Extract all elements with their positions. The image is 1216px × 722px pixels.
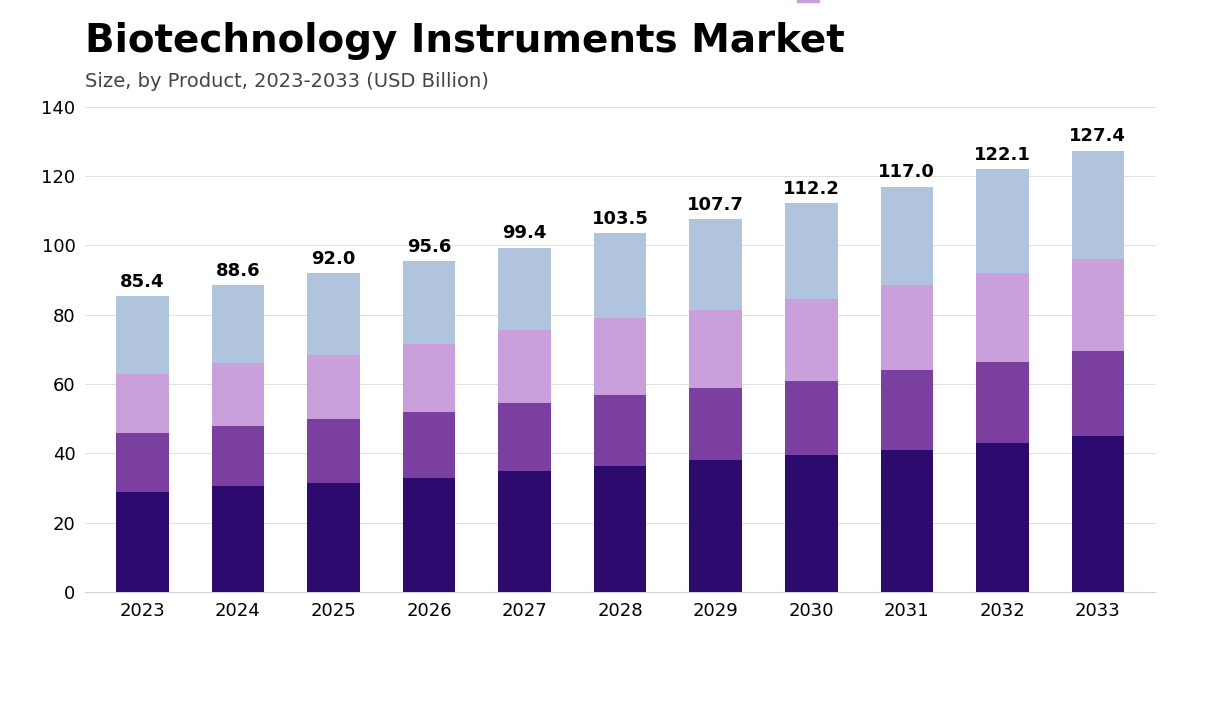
- Bar: [880, 450, 933, 592]
- Bar: [117, 492, 169, 592]
- Bar: [880, 370, 933, 450]
- Bar: [786, 455, 838, 592]
- Bar: [402, 344, 455, 412]
- Bar: [689, 461, 742, 592]
- Bar: [880, 285, 933, 370]
- Bar: [786, 203, 838, 299]
- Bar: [402, 412, 455, 478]
- Bar: [1071, 436, 1124, 592]
- Text: 85.4: 85.4: [120, 273, 164, 291]
- Text: 107.7: 107.7: [687, 196, 744, 214]
- Bar: [499, 248, 551, 331]
- Text: 117.0: 117.0: [878, 163, 935, 181]
- Bar: [786, 380, 838, 455]
- Bar: [308, 419, 360, 483]
- Bar: [402, 478, 455, 592]
- Bar: [689, 310, 742, 388]
- Text: market.us: market.us: [1034, 654, 1176, 679]
- Bar: [117, 374, 169, 432]
- Text: $ 85.4 B: $ 85.4 B: [730, 652, 871, 681]
- Bar: [976, 273, 1029, 362]
- Bar: [593, 318, 647, 394]
- Text: The Forecasted Market
Size for 2033 in USD: The Forecasted Market Size for 2033 in U…: [474, 648, 672, 684]
- Text: 95.6: 95.6: [407, 238, 451, 256]
- Text: 103.5: 103.5: [592, 210, 648, 228]
- Bar: [499, 403, 551, 471]
- Bar: [1071, 259, 1124, 351]
- Bar: [593, 466, 647, 592]
- Bar: [308, 273, 360, 355]
- Bar: [976, 362, 1029, 443]
- Bar: [786, 299, 838, 380]
- Legend: Analytical Instruments, Cell Culture Instruments: Analytical Instruments, Cell Culture Ins…: [789, 0, 1059, 11]
- Bar: [689, 219, 742, 310]
- Text: 92.0: 92.0: [311, 250, 356, 268]
- Bar: [212, 487, 264, 592]
- Bar: [1071, 150, 1124, 259]
- Bar: [499, 331, 551, 403]
- Text: 127.4: 127.4: [1069, 127, 1126, 145]
- Text: 99.4: 99.4: [502, 225, 547, 243]
- Bar: [212, 363, 264, 426]
- Bar: [212, 285, 264, 363]
- Bar: [117, 296, 169, 374]
- Bar: [880, 186, 933, 285]
- Bar: [1071, 351, 1124, 436]
- Bar: [499, 471, 551, 592]
- Bar: [689, 388, 742, 461]
- Text: The Market will Grow
At the CAGR of: The Market will Grow At the CAGR of: [36, 648, 219, 684]
- Bar: [212, 426, 264, 487]
- Bar: [117, 432, 169, 492]
- Bar: [976, 443, 1029, 592]
- Bar: [402, 261, 455, 344]
- Text: 4.12%: 4.12%: [268, 650, 383, 683]
- Bar: [976, 169, 1029, 273]
- Bar: [593, 233, 647, 318]
- Text: Biotechnology Instruments Market: Biotechnology Instruments Market: [85, 22, 845, 60]
- Text: 122.1: 122.1: [974, 146, 1031, 164]
- Bar: [308, 355, 360, 419]
- Text: 112.2: 112.2: [783, 180, 840, 198]
- Bar: [593, 394, 647, 466]
- Bar: [308, 483, 360, 592]
- Text: Size, by Product, 2023-2033 (USD Billion): Size, by Product, 2023-2033 (USD Billion…: [85, 72, 489, 91]
- Text: 88.6: 88.6: [215, 262, 260, 280]
